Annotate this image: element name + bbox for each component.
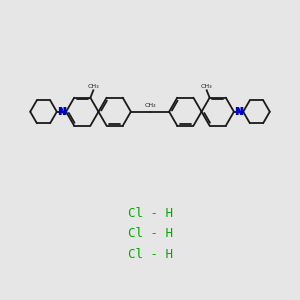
Text: N: N [234, 107, 242, 117]
Text: CH₃: CH₃ [201, 84, 212, 88]
Text: Cl - H: Cl - H [128, 248, 172, 261]
Text: CH₃: CH₃ [88, 84, 99, 88]
Text: N: N [235, 107, 243, 117]
Text: Cl - H: Cl - H [128, 227, 172, 240]
Text: Cl - H: Cl - H [128, 207, 172, 220]
Text: N: N [57, 107, 65, 117]
Text: N: N [58, 107, 66, 117]
Text: CH₂: CH₂ [144, 103, 156, 108]
